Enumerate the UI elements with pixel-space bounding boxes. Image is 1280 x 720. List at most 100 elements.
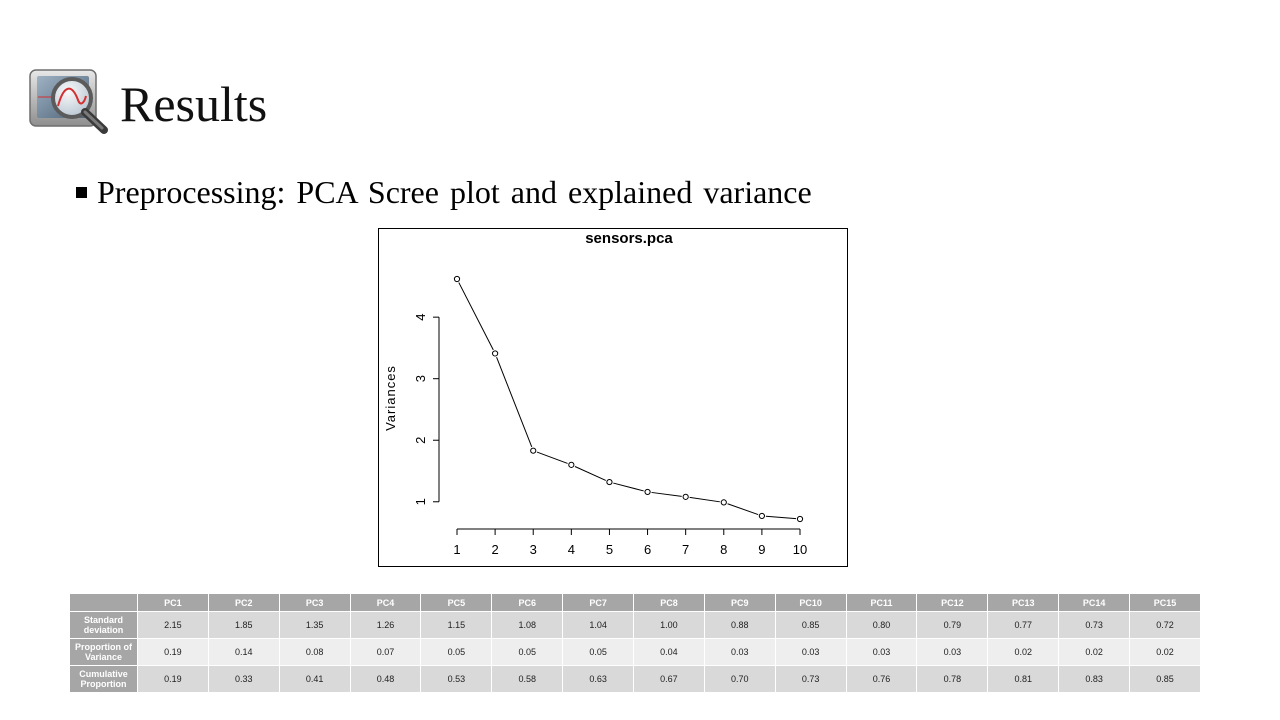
data-point bbox=[606, 478, 613, 486]
table-cell: 0.73 bbox=[1058, 611, 1131, 639]
magnifier-monitor-icon bbox=[28, 66, 112, 136]
x-tick-label: 5 bbox=[606, 542, 613, 557]
x-tick-label: 4 bbox=[568, 542, 575, 557]
y-axis-label: Variances bbox=[383, 365, 398, 431]
row-label: Cumulative Proportion bbox=[69, 665, 138, 693]
table-column-header: PC9 bbox=[703, 593, 776, 612]
table-cell: 0.58 bbox=[491, 665, 564, 693]
table-cell: 1.15 bbox=[420, 611, 493, 639]
series-line-segment bbox=[765, 515, 797, 520]
table-cell: 0.88 bbox=[703, 611, 776, 639]
table-column-header: PC12 bbox=[916, 593, 989, 612]
table-cell: 0.73 bbox=[774, 665, 847, 693]
table-cell: 0.05 bbox=[562, 638, 635, 666]
table-cell: 0.48 bbox=[349, 665, 422, 693]
square-bullet-icon bbox=[76, 186, 87, 198]
table-column-header: PC10 bbox=[774, 593, 847, 612]
series-line-segment bbox=[496, 357, 533, 448]
scree-plot: sensors.pca Variances 1 2 3 4 5 6 7 8 9 10 1 2 3 4 bbox=[378, 228, 848, 567]
table-cell: 0.70 bbox=[703, 665, 776, 693]
x-tick-label: 7 bbox=[682, 542, 689, 557]
data-point bbox=[644, 488, 651, 496]
table-cell: 0.02 bbox=[1058, 638, 1131, 666]
data-point bbox=[453, 275, 461, 283]
x-tick-label: 6 bbox=[644, 542, 651, 557]
table-cell: 0.63 bbox=[562, 665, 635, 693]
x-tick-label: 8 bbox=[720, 542, 727, 557]
table-cell: 0.79 bbox=[916, 611, 989, 639]
table-row: Proportion of Variance 0.19 0.14 0.08 0.07 0.… bbox=[69, 638, 1201, 666]
table-cell: 1.04 bbox=[562, 611, 635, 639]
x-tick-label: 1 bbox=[453, 542, 460, 557]
table-column-header: PC14 bbox=[1058, 593, 1131, 612]
series-line-segment bbox=[613, 482, 644, 492]
table-cell: 0.85 bbox=[1129, 665, 1201, 693]
data-point bbox=[568, 461, 575, 468]
table-cell: 1.85 bbox=[207, 611, 280, 639]
table-row: Cumulative Proportion 0.19 0.33 0.41 0.48 0.5… bbox=[69, 665, 1201, 693]
table-cell: 0.03 bbox=[845, 638, 918, 666]
bullet-point: Preprocessing: PCA Scree plot and explai… bbox=[76, 172, 812, 212]
table-row: Standard deviation 2.15 1.85 1.35 1.26 1.15 1.… bbox=[69, 611, 1201, 639]
table-column-header: PC3 bbox=[278, 593, 351, 612]
table-cell: 0.41 bbox=[278, 665, 351, 693]
data-point bbox=[758, 512, 765, 520]
chart-title: sensors.pca bbox=[585, 230, 673, 247]
table-column-header: PC7 bbox=[562, 593, 635, 612]
x-tick-label: 3 bbox=[530, 542, 537, 557]
table-column-header: PC11 bbox=[845, 593, 918, 612]
table-column-header: PC13 bbox=[987, 593, 1060, 612]
table-cell: 0.08 bbox=[278, 638, 351, 666]
table-column-header: PC15 bbox=[1129, 593, 1201, 612]
table-column-header: PC1 bbox=[137, 593, 209, 612]
table-cell: 1.26 bbox=[349, 611, 422, 639]
row-label: Standard deviation bbox=[69, 611, 138, 639]
series-variances bbox=[453, 275, 804, 523]
series-line-segment bbox=[458, 282, 494, 351]
series-line-segment bbox=[727, 503, 759, 516]
table-column-header: PC6 bbox=[491, 593, 564, 612]
table-column-header: PC5 bbox=[420, 593, 493, 612]
axes: 1 2 3 4 5 6 7 8 9 10 1 2 3 4 bbox=[413, 314, 807, 557]
table-cell: 0.02 bbox=[987, 638, 1060, 666]
pca-summary-table: PC1 PC2 PC3 PC4 PC5 PC6 PC7 PC8 PC9 PC10 PC11 PC12 P… bbox=[69, 593, 1201, 693]
table-cell: 0.14 bbox=[207, 638, 280, 666]
table-cell: 0.03 bbox=[916, 638, 989, 666]
y-tick-label: 2 bbox=[413, 437, 428, 444]
table-cell: 1.35 bbox=[278, 611, 351, 639]
table-cell: 0.02 bbox=[1129, 638, 1201, 666]
table-cell: 0.85 bbox=[774, 611, 847, 639]
series-line-segment bbox=[536, 451, 568, 464]
table-cell: 0.07 bbox=[349, 638, 422, 666]
x-tick-label: 2 bbox=[491, 542, 498, 557]
row-label: Proportion of Variance bbox=[69, 638, 138, 666]
table-column-header: PC2 bbox=[207, 593, 280, 612]
table-cell: 0.33 bbox=[207, 665, 280, 693]
table-corner-cell bbox=[69, 593, 138, 612]
table-cell: 0.05 bbox=[420, 638, 493, 666]
data-point bbox=[492, 350, 499, 357]
y-tick-label: 3 bbox=[413, 375, 428, 382]
table-column-header: PC4 bbox=[349, 593, 422, 612]
table-cell: 0.53 bbox=[420, 665, 493, 693]
table-cell: 0.67 bbox=[633, 665, 705, 693]
data-point bbox=[720, 499, 727, 506]
series-line-segment bbox=[574, 466, 607, 481]
data-point bbox=[530, 447, 537, 454]
table-cell: 0.19 bbox=[137, 665, 209, 693]
table-cell: 0.72 bbox=[1129, 611, 1201, 639]
table-cell: 0.81 bbox=[987, 665, 1060, 693]
data-point bbox=[682, 493, 689, 500]
slide-title: Results bbox=[120, 76, 268, 132]
bullet-text: Preprocessing: PCA Scree plot and explai… bbox=[97, 174, 812, 210]
series-line-segment bbox=[651, 491, 682, 497]
table-cell: 1.08 bbox=[491, 611, 564, 639]
y-tick-label: 1 bbox=[413, 498, 428, 505]
x-tick-label: 10 bbox=[793, 542, 807, 557]
table-header-row: PC1 PC2 PC3 PC4 PC5 PC6 PC7 PC8 PC9 PC10 PC11 PC12 P… bbox=[69, 593, 1201, 612]
table-cell: 0.03 bbox=[703, 638, 776, 666]
plot-frame bbox=[378, 228, 848, 567]
series-line-segment bbox=[689, 496, 720, 503]
table-cell: 2.15 bbox=[137, 611, 209, 639]
table-cell: 1.00 bbox=[633, 611, 705, 639]
